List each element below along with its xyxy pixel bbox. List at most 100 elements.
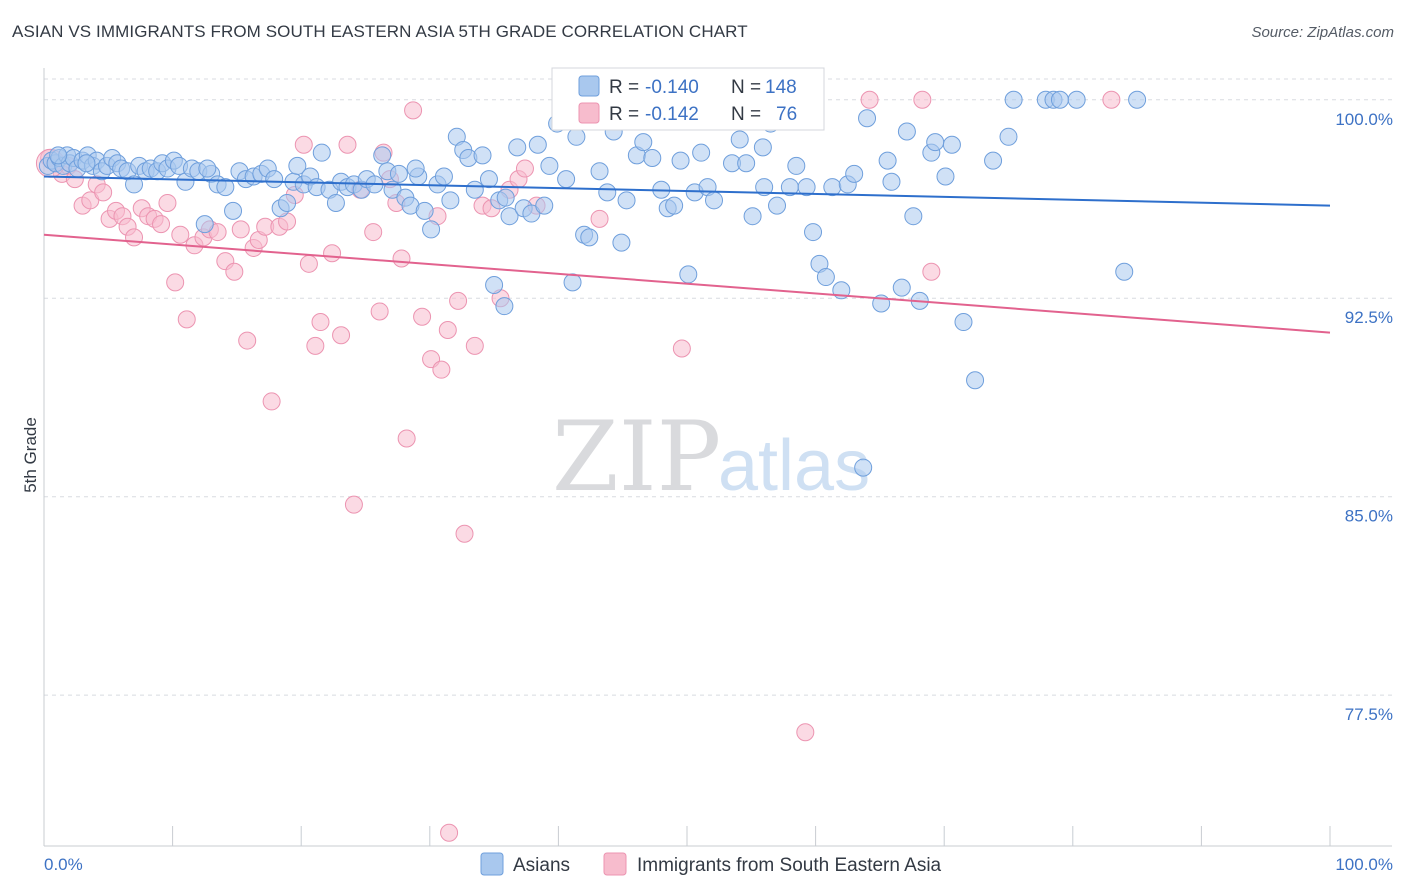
asians-point <box>224 201 243 220</box>
asians-point <box>643 148 662 167</box>
legend-immigrants-label: Immigrants from South Eastern Asia <box>637 855 942 876</box>
asians-point <box>768 196 787 215</box>
asians-point <box>854 458 873 477</box>
source-credit: Source: ZipAtlas.com <box>1251 24 1394 41</box>
asians-point <box>540 156 559 175</box>
asians-point <box>936 167 955 186</box>
asians-point <box>705 191 724 210</box>
asians-point <box>1050 90 1069 109</box>
asians-point <box>567 127 586 146</box>
immigrants-point <box>294 135 313 154</box>
stats-immigrants-n-label: N = <box>731 104 761 125</box>
asians-point <box>1128 90 1147 109</box>
immigrants-point <box>590 209 609 228</box>
legend-item-immigrants[interactable]: Immigrants from South Eastern Asia <box>603 852 942 876</box>
asians-point <box>473 146 492 165</box>
asians-point <box>823 178 842 197</box>
asians-point <box>753 138 772 157</box>
y-axis-label: 5th Grade <box>21 417 40 493</box>
immigrants-point <box>364 223 383 242</box>
asians-point <box>999 127 1018 146</box>
immigrants-point <box>370 302 389 321</box>
asians-point <box>1004 90 1023 109</box>
immigrants-point <box>438 320 457 339</box>
asians-point <box>858 109 877 128</box>
asians-point <box>580 228 599 247</box>
chart-title: ASIAN VS IMMIGRANTS FROM SOUTH EASTERN A… <box>12 22 748 41</box>
immigrants-point <box>913 90 932 109</box>
asians-point <box>984 151 1003 170</box>
immigrants-point <box>323 244 342 263</box>
stats-box: R = -0.140 N = 148 R = -0.142 N = 76 <box>551 67 825 131</box>
watermark-zip: ZIP <box>552 401 721 513</box>
asians-point <box>942 135 961 154</box>
legend-item-asians[interactable]: Asians <box>480 852 570 876</box>
asians-point <box>415 201 434 220</box>
immigrants-point <box>796 723 815 742</box>
asians-point <box>926 133 945 152</box>
asians-point <box>496 188 515 207</box>
asians-point <box>1115 262 1134 281</box>
asians-point <box>816 268 835 287</box>
stats-asians-r-value: -0.140 <box>645 77 699 98</box>
immigrants-point <box>397 429 416 448</box>
asians-point <box>897 122 916 141</box>
asians-point <box>125 175 144 194</box>
asians-point <box>373 146 392 165</box>
asians-point <box>755 178 774 197</box>
asians-point <box>479 170 498 189</box>
immigrants-point <box>392 249 411 268</box>
legend-immigrants-swatch <box>603 852 627 876</box>
legend-asians-label: Asians <box>513 855 570 876</box>
asians-point <box>878 151 897 170</box>
asians-point <box>389 164 408 183</box>
asians-point <box>265 170 284 189</box>
immigrants-point <box>171 225 190 244</box>
asians-point <box>312 143 331 162</box>
asians-point <box>904 207 923 226</box>
stats-asians-swatch <box>578 75 600 97</box>
asians-point <box>278 193 297 212</box>
asians-point <box>485 275 504 294</box>
y-tick-label: 85.0% <box>1345 507 1393 526</box>
asians-point <box>679 265 698 284</box>
immigrants-point <box>231 220 250 239</box>
asians-point <box>434 167 453 186</box>
asians-point <box>743 207 762 226</box>
y-tick-labels: 77.5% 85.0% 92.5% 100.0% <box>1335 110 1393 724</box>
immigrants-point <box>404 101 423 120</box>
stats-asians-n-value: 148 <box>765 77 797 98</box>
asians-point <box>787 156 806 175</box>
asians-point <box>598 183 617 202</box>
asians-point <box>797 178 816 197</box>
asians-point <box>195 215 214 234</box>
immigrants-point <box>922 262 941 281</box>
asians-point <box>563 273 582 292</box>
asians-point <box>954 313 973 332</box>
legend-asians-swatch <box>480 852 504 876</box>
asians-point <box>495 297 514 316</box>
asians-point <box>590 162 609 181</box>
asians-point <box>737 154 756 173</box>
asians-point <box>535 196 554 215</box>
asians-point <box>804 223 823 242</box>
watermark: ZIP atlas <box>552 401 870 513</box>
stats-immigrants-swatch <box>578 102 600 124</box>
asians-point <box>441 191 460 210</box>
immigrants-point <box>311 313 330 332</box>
y-tick-label: 92.5% <box>1345 308 1393 327</box>
asians-point <box>617 191 636 210</box>
immigrants-point <box>262 392 281 411</box>
asians-point <box>634 133 653 152</box>
asians-point <box>966 371 985 390</box>
immigrants-point <box>94 183 113 202</box>
immigrants-point <box>332 326 351 345</box>
asians-point <box>1067 90 1086 109</box>
immigrants-point <box>449 291 468 310</box>
stats-immigrants-r-value: -0.142 <box>645 104 699 125</box>
immigrants-point <box>125 228 144 247</box>
axes <box>43 68 1392 847</box>
watermark-atlas: atlas <box>718 426 870 506</box>
immigrants-point <box>225 262 244 281</box>
